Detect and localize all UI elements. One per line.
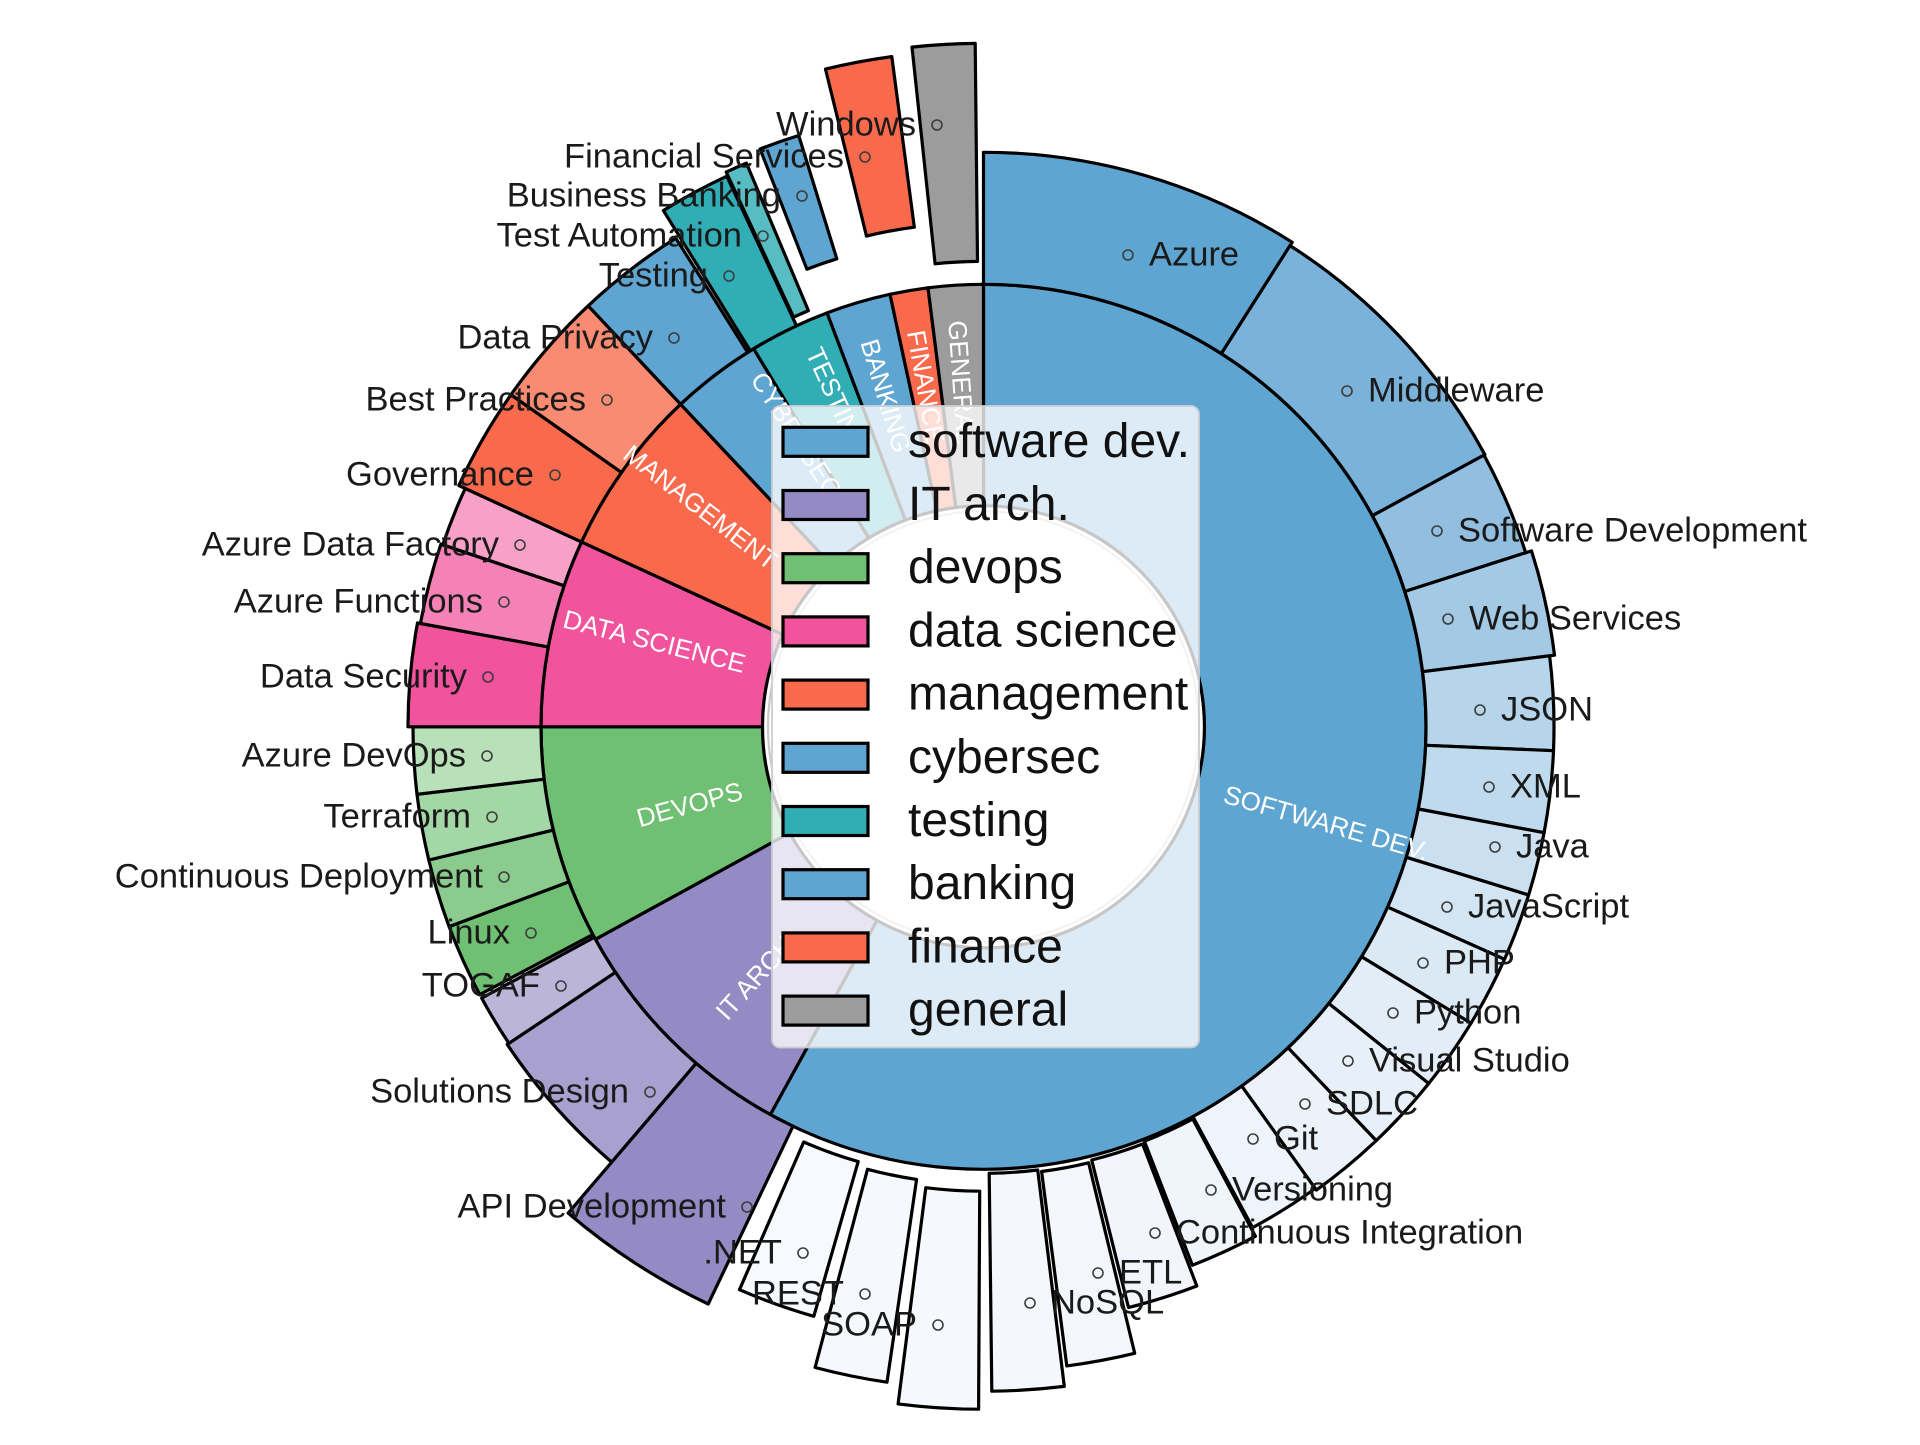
svg-text:Continuous Integration: Continuous Integration bbox=[1176, 1214, 1523, 1252]
svg-text:Governance: Governance bbox=[346, 456, 534, 494]
svg-text:PHP: PHP bbox=[1444, 944, 1515, 982]
svg-text:API Development: API Development bbox=[458, 1188, 727, 1226]
svg-text:Testing: Testing bbox=[599, 257, 708, 295]
svg-text:cybersec: cybersec bbox=[908, 731, 1100, 784]
svg-text:Versioning: Versioning bbox=[1232, 1171, 1393, 1209]
svg-text:Git: Git bbox=[1274, 1120, 1319, 1158]
svg-text:REST: REST bbox=[752, 1275, 844, 1313]
svg-text:Financial Services: Financial Services bbox=[564, 138, 844, 176]
svg-text:Data Privacy: Data Privacy bbox=[457, 319, 653, 357]
svg-text:testing: testing bbox=[908, 794, 1049, 847]
svg-text:Azure Data Factory: Azure Data Factory bbox=[202, 526, 500, 564]
svg-text:.NET: .NET bbox=[703, 1234, 782, 1272]
svg-text:Solutions Design: Solutions Design bbox=[370, 1073, 629, 1111]
svg-text:Business Banking: Business Banking bbox=[507, 177, 781, 215]
svg-text:Middleware: Middleware bbox=[1368, 372, 1544, 410]
svg-text:TOGAF: TOGAF bbox=[422, 967, 540, 1005]
svg-text:Java: Java bbox=[1516, 828, 1590, 866]
svg-text:general: general bbox=[908, 984, 1068, 1037]
svg-text:Best Practices: Best Practices bbox=[366, 381, 587, 419]
svg-text:XML: XML bbox=[1510, 768, 1581, 806]
svg-text:Linux: Linux bbox=[428, 914, 510, 952]
svg-text:ETL: ETL bbox=[1119, 1254, 1182, 1292]
svg-text:NoSQL: NoSQL bbox=[1051, 1284, 1164, 1322]
svg-text:Test Automation: Test Automation bbox=[497, 217, 742, 255]
svg-text:Azure: Azure bbox=[1149, 236, 1239, 274]
svg-text:Software Development: Software Development bbox=[1458, 512, 1807, 550]
svg-text:Web Services: Web Services bbox=[1469, 600, 1681, 638]
svg-text:IT arch.: IT arch. bbox=[908, 478, 1070, 531]
svg-text:Windows: Windows bbox=[776, 106, 916, 144]
svg-text:Data Security: Data Security bbox=[260, 658, 468, 696]
svg-text:data science: data science bbox=[908, 604, 1178, 657]
svg-text:finance: finance bbox=[908, 920, 1063, 973]
svg-text:management: management bbox=[908, 668, 1188, 721]
svg-text:SDLC: SDLC bbox=[1326, 1085, 1418, 1123]
svg-text:banking: banking bbox=[908, 857, 1076, 910]
svg-text:Azure Functions: Azure Functions bbox=[234, 583, 483, 621]
svg-text:Azure DevOps: Azure DevOps bbox=[242, 737, 466, 775]
svg-text:JSON: JSON bbox=[1501, 691, 1593, 729]
svg-text:devops: devops bbox=[908, 541, 1063, 594]
svg-text:Visual Studio: Visual Studio bbox=[1369, 1042, 1570, 1080]
svg-text:Python: Python bbox=[1414, 994, 1521, 1032]
svg-text:Terraform: Terraform bbox=[323, 798, 471, 836]
svg-text:software dev.: software dev. bbox=[908, 415, 1190, 468]
svg-text:SOAP: SOAP bbox=[821, 1306, 917, 1344]
svg-text:Continuous Deployment: Continuous Deployment bbox=[115, 858, 484, 896]
svg-text:JavaScript: JavaScript bbox=[1468, 888, 1629, 926]
